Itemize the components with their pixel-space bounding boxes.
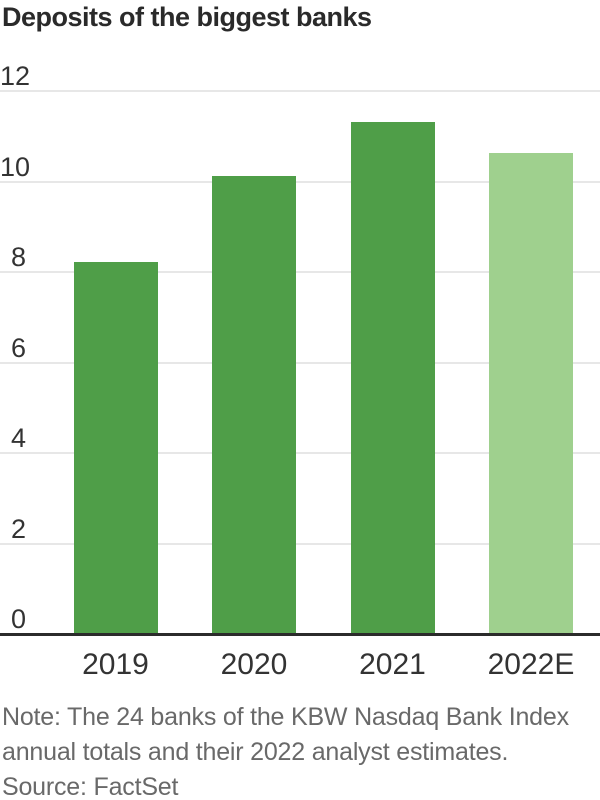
bar-2022E (489, 153, 573, 633)
source-line: Source: FactSet (2, 773, 179, 800)
chart-footnotes: Note: The 24 banks of the KBW Nasdaq Ban… (2, 700, 598, 800)
x-tick-label-2019: 2019 (82, 648, 149, 681)
y-tick-label-8: 8 (10, 242, 26, 272)
x-tick-label-2022E: 2022E (487, 648, 575, 681)
gridline-y-2 (0, 543, 600, 545)
note-line-2: annual totals and their 2022 analyst est… (2, 738, 509, 766)
x-axis-line (0, 633, 600, 636)
x-tick-label-2020: 2020 (220, 648, 288, 681)
y-tick-label-2: 2 (10, 514, 26, 544)
y-tick-label-6: 6 (10, 333, 26, 363)
y-tick-label-0: 0 (10, 604, 26, 634)
y-tick-label-12: 12 (0, 61, 31, 91)
gridline-y-10 (0, 181, 600, 183)
gridline-y-12 (0, 90, 600, 92)
bar-2021 (350, 122, 435, 633)
plot-area: 0 2 4 6 8 10 12 (0, 61, 600, 636)
chart-title: Deposits of the biggest banks (2, 2, 372, 32)
gridline-y-4 (0, 452, 600, 454)
x-tick-label-2021: 2021 (359, 648, 426, 681)
gridline-y-6 (0, 362, 600, 364)
y-tick-label-4: 4 (10, 423, 26, 453)
bar-2019 (73, 262, 158, 633)
y-tick-label-10: 10 (0, 152, 31, 182)
note-line-1: Note: The 24 banks of the KBW Nasdaq Ban… (2, 703, 569, 731)
bar-2020 (212, 176, 296, 633)
gridline-y-8 (0, 271, 600, 273)
